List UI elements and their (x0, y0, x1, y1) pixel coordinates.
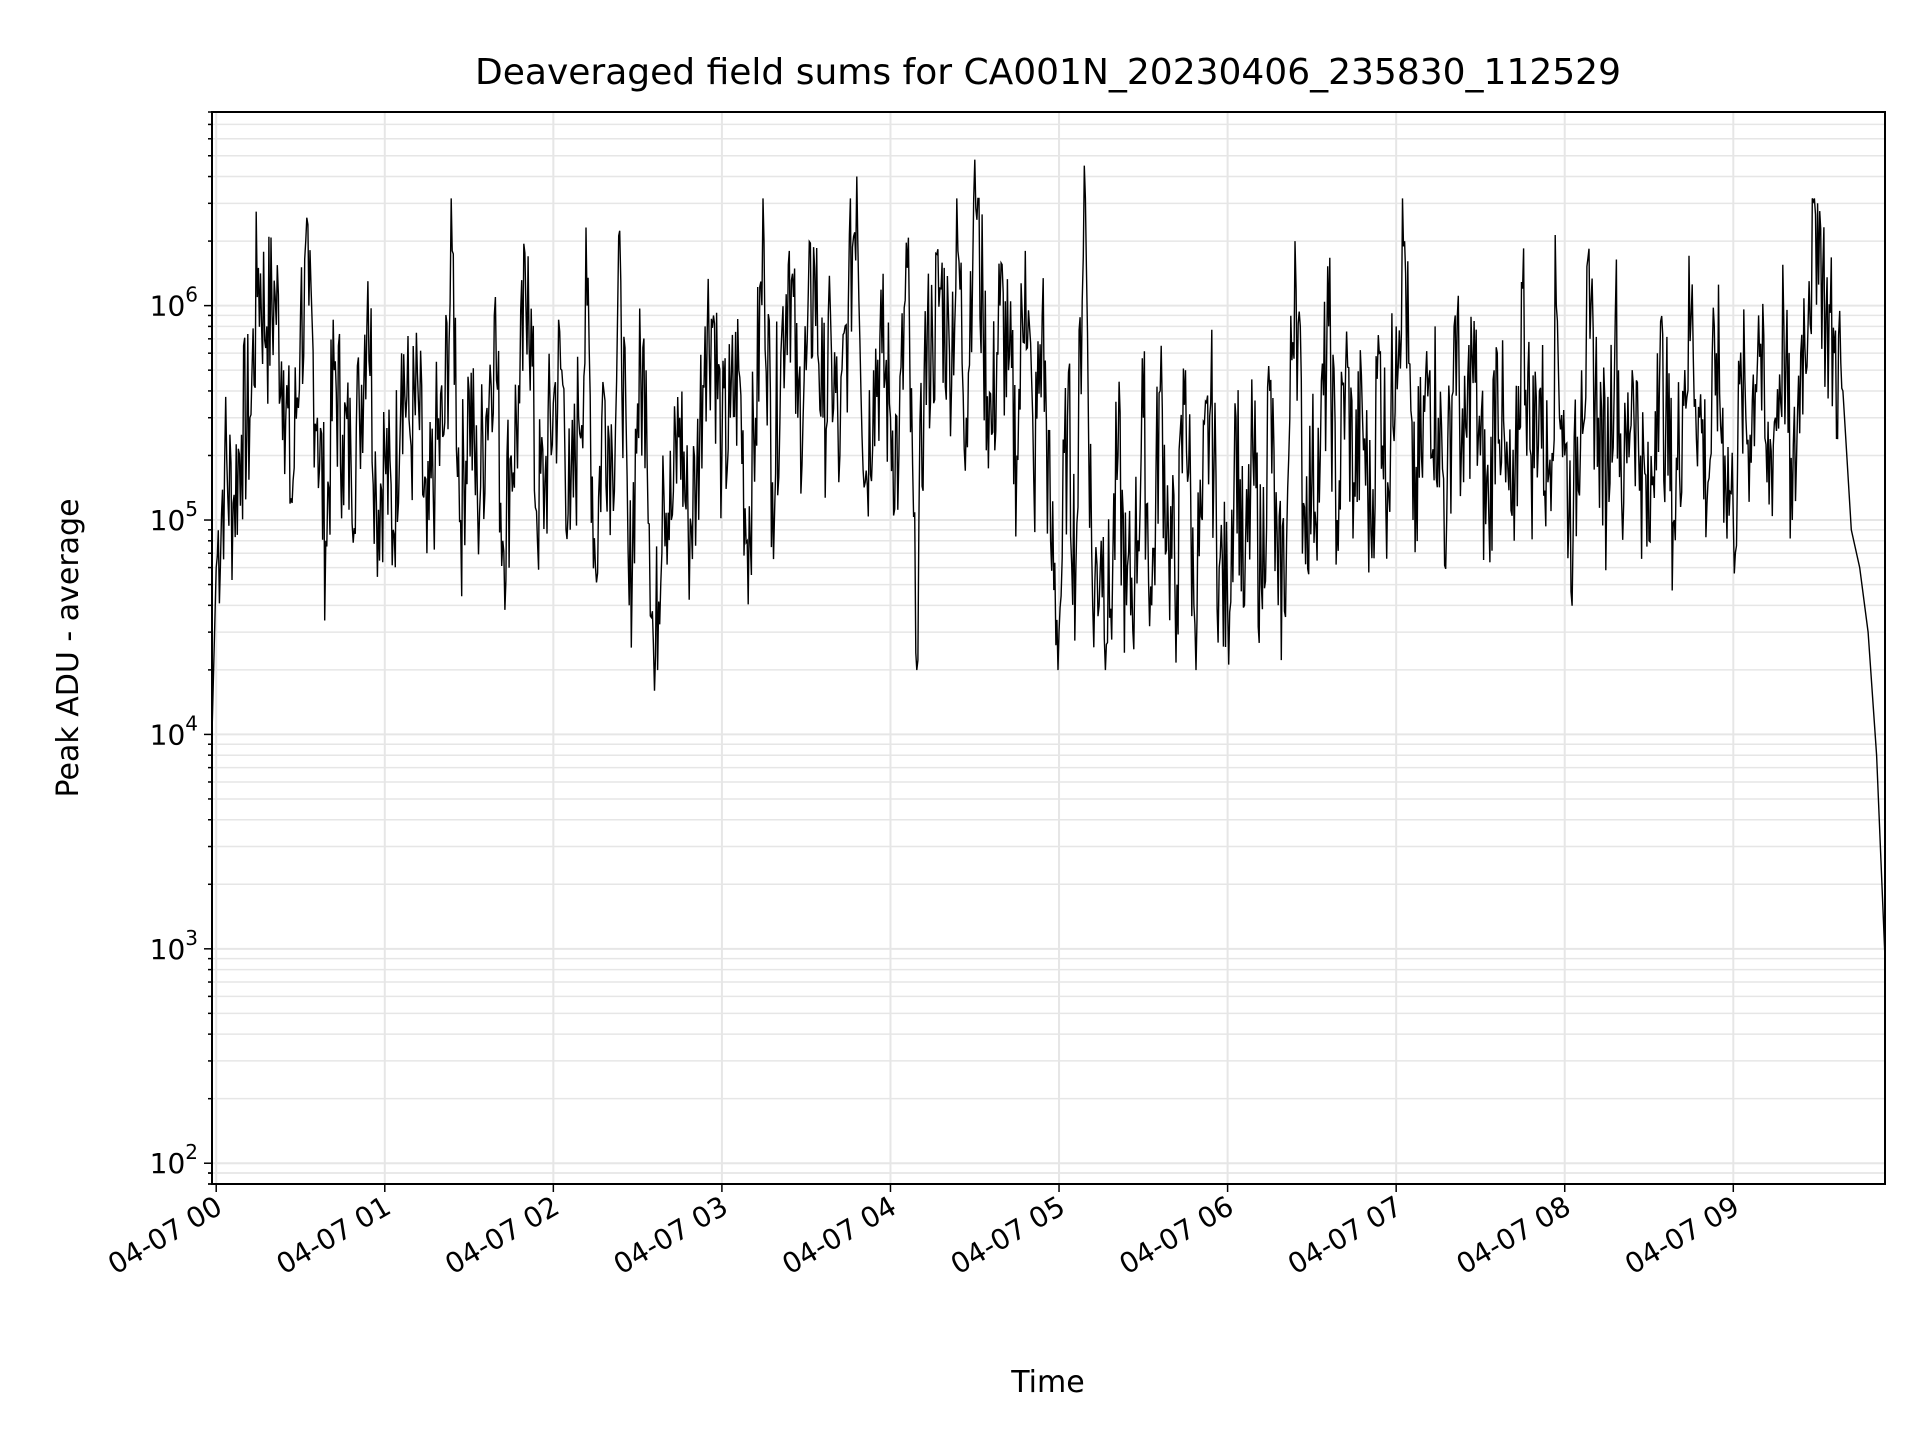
chart-title: Deaveraged field sums for CA001N_2023040… (475, 52, 1621, 93)
series-line (211, 159, 1886, 959)
series-line-group (211, 159, 1886, 959)
y-axis: 102 103 104 105 106 (150, 111, 212, 1185)
y-tick-label: 104 (150, 711, 198, 751)
y-axis-label: Peak ADU - average (51, 498, 86, 797)
y-tick-label: 102 (150, 1140, 198, 1180)
x-axis-label: Time (1010, 1365, 1084, 1400)
y-tick-label: 106 (150, 283, 198, 323)
y-tick-label: 103 (150, 926, 198, 966)
y-tick-label: 105 (150, 497, 198, 537)
plot-frame (211, 111, 1886, 1185)
